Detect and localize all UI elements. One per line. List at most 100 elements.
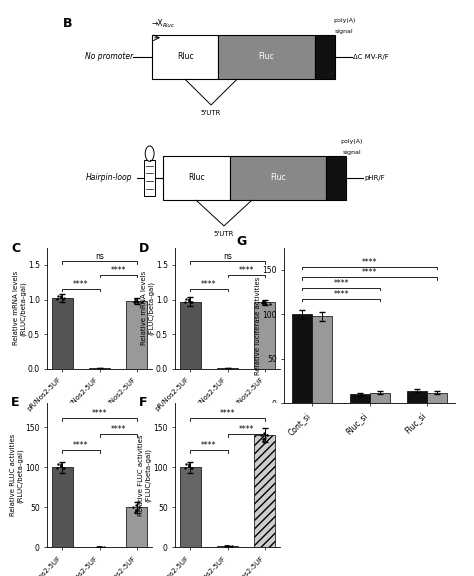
Text: ΔC MV-R/F: ΔC MV-R/F — [353, 54, 389, 60]
Point — [187, 463, 195, 472]
Y-axis label: Relative mRNA levels
(FLUC/beta-gal): Relative mRNA levels (FLUC/beta-gal) — [141, 271, 154, 345]
Text: C: C — [11, 242, 20, 255]
Point — [185, 461, 193, 471]
Point — [133, 296, 141, 305]
Bar — [52, 298, 73, 369]
Text: ****: **** — [73, 280, 89, 289]
Point — [223, 541, 230, 551]
Point — [138, 298, 146, 307]
Text: Fluc: Fluc — [270, 173, 285, 183]
Point — [132, 505, 140, 514]
Point — [182, 463, 189, 472]
Text: D: D — [139, 242, 149, 255]
Bar — [229, 156, 326, 200]
Point — [133, 505, 141, 514]
Text: F: F — [139, 396, 147, 409]
Point — [260, 298, 268, 307]
Point — [54, 291, 62, 300]
Bar — [127, 301, 147, 369]
Point — [182, 459, 190, 468]
Point — [57, 461, 65, 471]
Text: ****: **** — [362, 258, 377, 267]
Text: Rluc: Rluc — [177, 52, 193, 62]
Point — [261, 434, 269, 443]
Point — [136, 502, 143, 511]
Text: ****: **** — [73, 441, 89, 450]
Point — [182, 294, 190, 303]
Text: ****: **** — [238, 266, 254, 275]
Point — [188, 297, 196, 306]
Y-axis label: Relative RLUC activities
(RLUC/beta-gal): Relative RLUC activities (RLUC/beta-gal) — [10, 434, 24, 516]
Text: B: B — [63, 17, 73, 31]
Text: ****: **** — [201, 280, 217, 289]
Point — [258, 299, 265, 308]
Bar — [312, 316, 332, 403]
Bar — [152, 35, 219, 79]
Bar — [145, 160, 155, 196]
Point — [228, 541, 236, 551]
Bar — [180, 302, 201, 369]
Bar — [315, 35, 335, 79]
Text: Rluc: Rluc — [163, 23, 175, 28]
Point — [185, 461, 192, 470]
Point — [259, 436, 266, 445]
Point — [185, 295, 192, 305]
Y-axis label: Relative FLUC activities
(FLUC/beta-gal): Relative FLUC activities (FLUC/beta-gal) — [138, 434, 152, 516]
Point — [185, 461, 193, 471]
Point — [224, 541, 232, 551]
Point — [188, 463, 196, 472]
Bar — [127, 507, 147, 547]
Point — [57, 461, 65, 471]
Point — [94, 542, 102, 551]
Text: 5'UTR: 5'UTR — [201, 110, 221, 116]
Point — [185, 295, 193, 305]
Y-axis label: Relative mRNA levels
(RLUC/beta-gal): Relative mRNA levels (RLUC/beta-gal) — [13, 271, 26, 345]
Point — [259, 296, 267, 305]
Text: pHR/F: pHR/F — [365, 175, 385, 181]
Point — [54, 463, 61, 472]
Point — [57, 461, 64, 470]
Point — [94, 542, 102, 551]
Point — [96, 542, 104, 551]
Point — [261, 428, 268, 437]
Point — [222, 541, 230, 551]
Point — [131, 297, 139, 306]
Point — [57, 293, 65, 302]
Point — [263, 431, 270, 440]
Text: poly(A): poly(A) — [333, 18, 356, 23]
Bar — [255, 435, 275, 547]
Point — [259, 299, 267, 308]
Text: ****: **** — [110, 266, 126, 275]
Text: 5'UTR: 5'UTR — [214, 231, 234, 237]
Text: ****: **** — [110, 425, 126, 434]
Point — [133, 501, 140, 510]
Point — [264, 430, 271, 439]
Point — [257, 430, 264, 439]
Text: G: G — [237, 235, 247, 248]
Point — [129, 502, 137, 511]
Point — [57, 459, 65, 468]
Point — [131, 295, 139, 304]
Point — [259, 298, 267, 307]
Bar — [427, 392, 447, 403]
Point — [130, 297, 137, 306]
Text: ****: **** — [362, 268, 377, 278]
Point — [57, 292, 64, 301]
Point — [187, 297, 195, 306]
Point — [185, 294, 193, 303]
Point — [57, 293, 65, 302]
Point — [95, 542, 102, 551]
Bar — [217, 368, 238, 369]
Y-axis label: Relative luciferase activities: Relative luciferase activities — [255, 276, 261, 374]
Point — [260, 434, 268, 444]
Text: ****: **** — [92, 409, 107, 418]
Point — [54, 459, 62, 468]
Point — [262, 300, 269, 309]
Text: No promoter: No promoter — [85, 52, 134, 62]
Text: ****: **** — [220, 409, 235, 418]
Point — [100, 542, 108, 551]
Point — [94, 542, 102, 551]
Point — [266, 300, 273, 309]
Text: Rluc: Rluc — [188, 173, 205, 183]
Bar — [217, 546, 238, 547]
